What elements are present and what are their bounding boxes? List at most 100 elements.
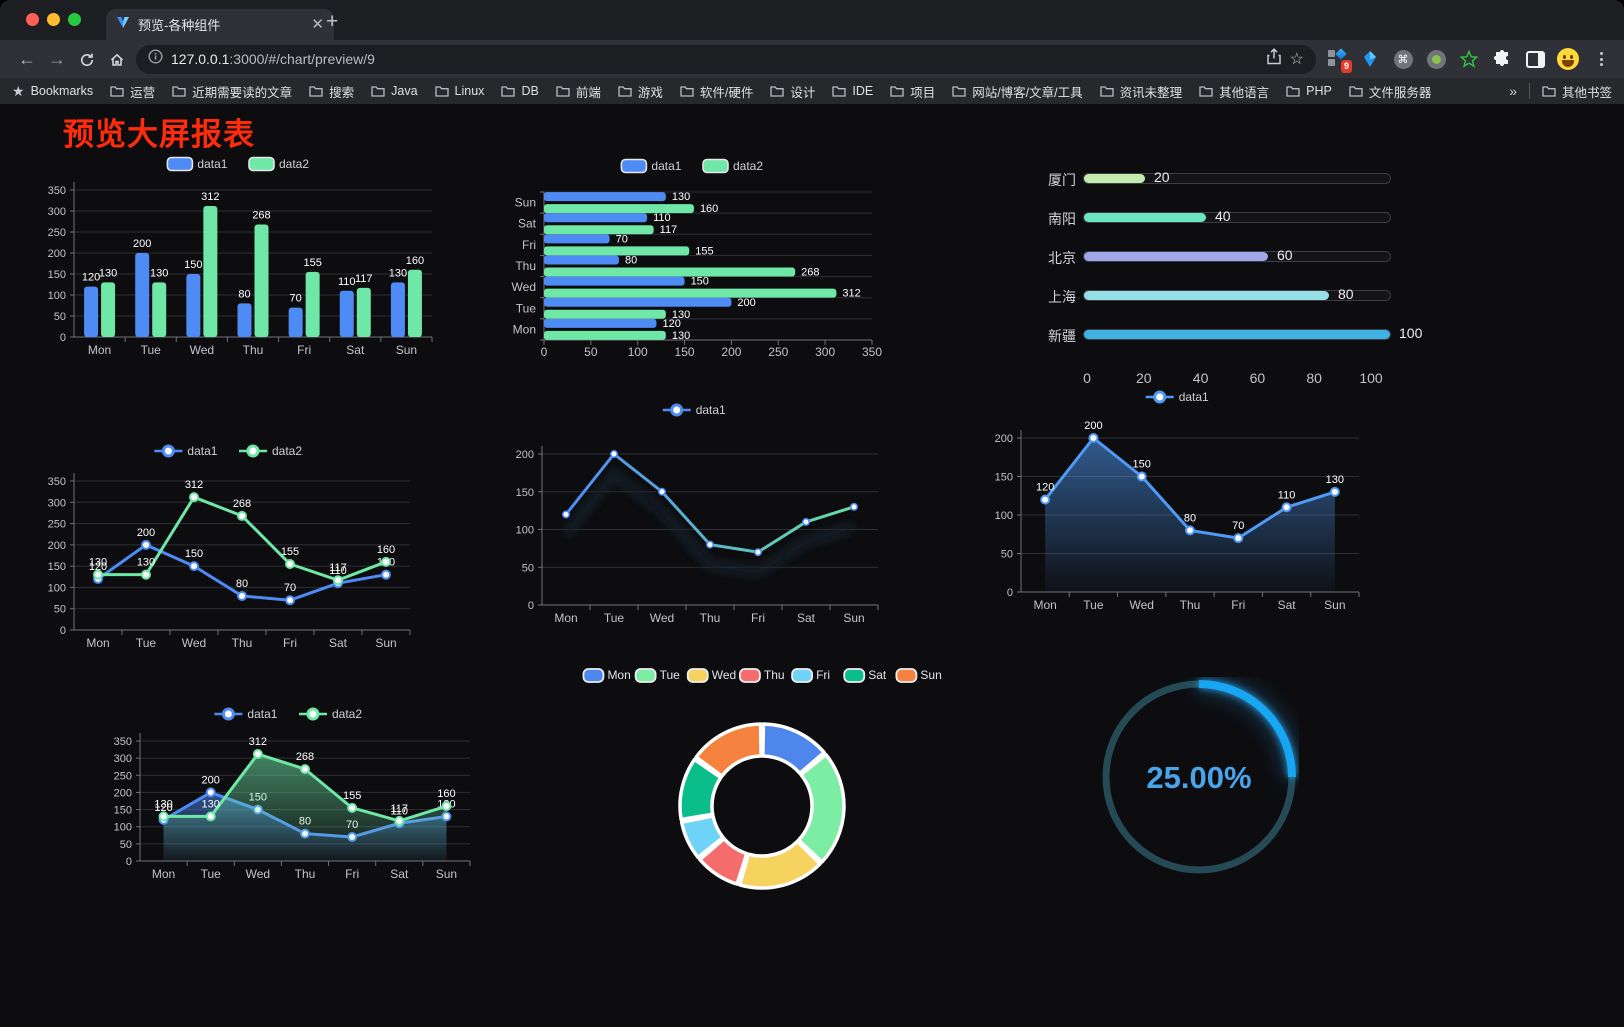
- bookmark-folder[interactable]: 项目: [890, 82, 935, 101]
- legend-item-Fri[interactable]: Fri: [791, 668, 830, 683]
- extension-puzzle-icon[interactable]: [1491, 48, 1513, 70]
- legend-item-data1[interactable]: data1: [214, 707, 278, 721]
- svg-text:200: 200: [1084, 420, 1102, 432]
- chart-percent-gauge[interactable]: 25.00%: [1099, 677, 1299, 877]
- chart-horizontal-bar[interactable]: data1 data2 0 50 100 150 200 250 300 350 Mon 120 130…: [498, 152, 890, 364]
- svg-text:268: 268: [296, 751, 314, 763]
- svg-text:Thu: Thu: [232, 636, 253, 650]
- other-bookmarks-folder[interactable]: 其他书签: [1542, 82, 1612, 101]
- legend-item-Sun[interactable]: Sun: [895, 668, 942, 683]
- bookmark-folder[interactable]: 运营: [110, 82, 155, 101]
- legend-item-data1[interactable]: data1: [166, 156, 228, 172]
- svg-text:100: 100: [516, 525, 534, 537]
- bookmark-folder[interactable]: 软件/硬件: [680, 82, 753, 101]
- site-info-icon[interactable]: [148, 49, 163, 69]
- pie-slice-Tue[interactable]: [796, 752, 846, 864]
- bookmark-folder[interactable]: 文件服务器: [1349, 82, 1431, 101]
- bookmark-folder[interactable]: PHP: [1286, 84, 1332, 98]
- legend-item-Mon[interactable]: Mon: [582, 668, 631, 683]
- legend-item-data1[interactable]: data1: [620, 158, 682, 174]
- legend-item-data2[interactable]: data2: [702, 158, 763, 174]
- bookmark-folder[interactable]: 网站/博客/文章/工具: [952, 82, 1083, 101]
- chart-grouped-bar[interactable]: data1 data2 0 50 100 150 200 250 300 350 Mon Tue Wed…: [40, 150, 440, 362]
- legend-item-Thu[interactable]: Thu: [739, 668, 785, 683]
- extension-kite-icon[interactable]: [1359, 48, 1381, 70]
- bookmark-folder[interactable]: 游戏: [618, 82, 663, 101]
- svg-text:Sun: Sun: [1324, 598, 1345, 612]
- extension-star-icon[interactable]: [1458, 48, 1480, 70]
- folder-icon: [770, 86, 784, 97]
- svg-text:300: 300: [48, 497, 66, 509]
- side-panel-icon[interactable]: [1524, 48, 1546, 70]
- bookmark-folder[interactable]: 搜索: [309, 82, 354, 101]
- legend-item-Wed[interactable]: Wed: [686, 668, 736, 683]
- bookmark-folder[interactable]: Linux: [434, 84, 484, 98]
- home-button[interactable]: [102, 49, 132, 70]
- svg-text:200: 200: [137, 527, 155, 539]
- chart-area-line[interactable]: data1 0 50 100 150 200 Mon Tue Wed Thu Fri Sat Sun 12…: [985, 386, 1373, 618]
- legend-item-data2[interactable]: data2: [299, 707, 362, 721]
- svg-text:Sat: Sat: [797, 611, 816, 625]
- minimize-window-button[interactable]: [47, 13, 60, 26]
- chart-city-progress[interactable]: 厦门 20 南阳 40 北京 60 上海 80 新疆 100 0 20 40 60 80 100: [985, 152, 1430, 392]
- new-tab-button[interactable]: +: [326, 10, 339, 33]
- bookmark-folder[interactable]: DB: [501, 84, 539, 98]
- reload-button[interactable]: [72, 49, 102, 70]
- extension-grid-icon[interactable]: 9: [1326, 48, 1352, 73]
- legend-item-Tue[interactable]: Tue: [634, 668, 681, 683]
- svg-text:data2: data2: [279, 157, 309, 171]
- extension-command-icon[interactable]: ⌘: [1392, 48, 1414, 70]
- address-bar[interactable]: 127.0.0.1:3000/#/chart/preview/9 ☆: [136, 44, 1316, 74]
- forward-button[interactable]: →: [48, 48, 66, 69]
- bookmark-folder[interactable]: 近期需要读的文章: [172, 82, 292, 101]
- svg-text:150: 150: [48, 269, 66, 281]
- svg-text:120: 120: [154, 802, 172, 814]
- menu-icon[interactable]: [1590, 48, 1612, 70]
- share-icon[interactable]: [1266, 48, 1282, 70]
- svg-text:Tue: Tue: [1083, 598, 1104, 612]
- svg-text:150: 150: [516, 487, 534, 499]
- pie-slice-Wed[interactable]: [738, 839, 822, 890]
- pie-slice-Fri[interactable]: [679, 814, 725, 860]
- svg-text:Wed: Wed: [712, 668, 736, 682]
- legend-item-data1[interactable]: data1: [662, 403, 726, 417]
- svg-text:130: 130: [672, 191, 690, 203]
- chart-dual-area[interactable]: data1 data2 0 50 100 150 200 250 300 350 Mon Tue Wed…: [100, 700, 480, 895]
- pie-slice-Sun[interactable]: [694, 722, 763, 778]
- chart-gradient-line[interactable]: data1 0 50 100 150 200 Mon Tue Wed Thu Fri Sat Sun: [498, 398, 894, 628]
- legend-item-data1[interactable]: data1: [154, 444, 218, 458]
- bookmark-star-icon[interactable]: ☆: [1289, 51, 1304, 68]
- svg-text:150: 150: [48, 561, 66, 573]
- pie-slice-Sat[interactable]: [678, 757, 723, 822]
- browser-tab[interactable]: 预览-各种组件 ✕: [106, 9, 334, 40]
- svg-text:100: 100: [628, 345, 648, 359]
- svg-text:300: 300: [114, 753, 132, 765]
- bookmark-folder[interactable]: IDE: [832, 84, 873, 98]
- chart-weekday-donut[interactable]: Mon Tue Wed Thu Fri Sat Sun: [560, 660, 964, 900]
- bookmark-folder[interactable]: 资讯未整理: [1099, 82, 1182, 101]
- svg-text:350: 350: [48, 476, 66, 488]
- close-window-button[interactable]: [26, 13, 39, 26]
- bookmarks-overflow-chevron[interactable]: »: [1509, 83, 1517, 99]
- legend-item-data2[interactable]: data2: [248, 156, 309, 172]
- bookmarks-manager[interactable]: ★ Bookmarks: [12, 83, 93, 100]
- profile-avatar[interactable]: [1557, 48, 1579, 70]
- svg-text:50: 50: [120, 839, 132, 851]
- chart-dual-line[interactable]: data1 data2 0 50 100 150 200 250 300 350 Mon Tue Wed…: [40, 434, 420, 654]
- zoom-window-button[interactable]: [68, 13, 81, 26]
- bookmark-folder[interactable]: Java: [371, 84, 418, 98]
- legend-item-data2[interactable]: data2: [239, 444, 302, 458]
- bookmark-folder[interactable]: 设计: [770, 82, 815, 101]
- pie-slice-Thu[interactable]: [698, 836, 749, 886]
- bookmark-folder[interactable]: 前端: [556, 82, 601, 101]
- legend-item-data1[interactable]: data1: [1145, 390, 1209, 404]
- back-button[interactable]: ←: [18, 48, 36, 69]
- pie-slice-Mon[interactable]: [761, 722, 826, 776]
- svg-text:160: 160: [700, 203, 718, 215]
- legend-item-Sat[interactable]: Sat: [843, 668, 887, 683]
- svg-text:Thu: Thu: [1180, 598, 1201, 612]
- tab-close-icon[interactable]: ✕: [311, 16, 324, 33]
- bookmark-folder[interactable]: 其他语言: [1199, 82, 1269, 101]
- extension-record-icon[interactable]: [1425, 48, 1447, 70]
